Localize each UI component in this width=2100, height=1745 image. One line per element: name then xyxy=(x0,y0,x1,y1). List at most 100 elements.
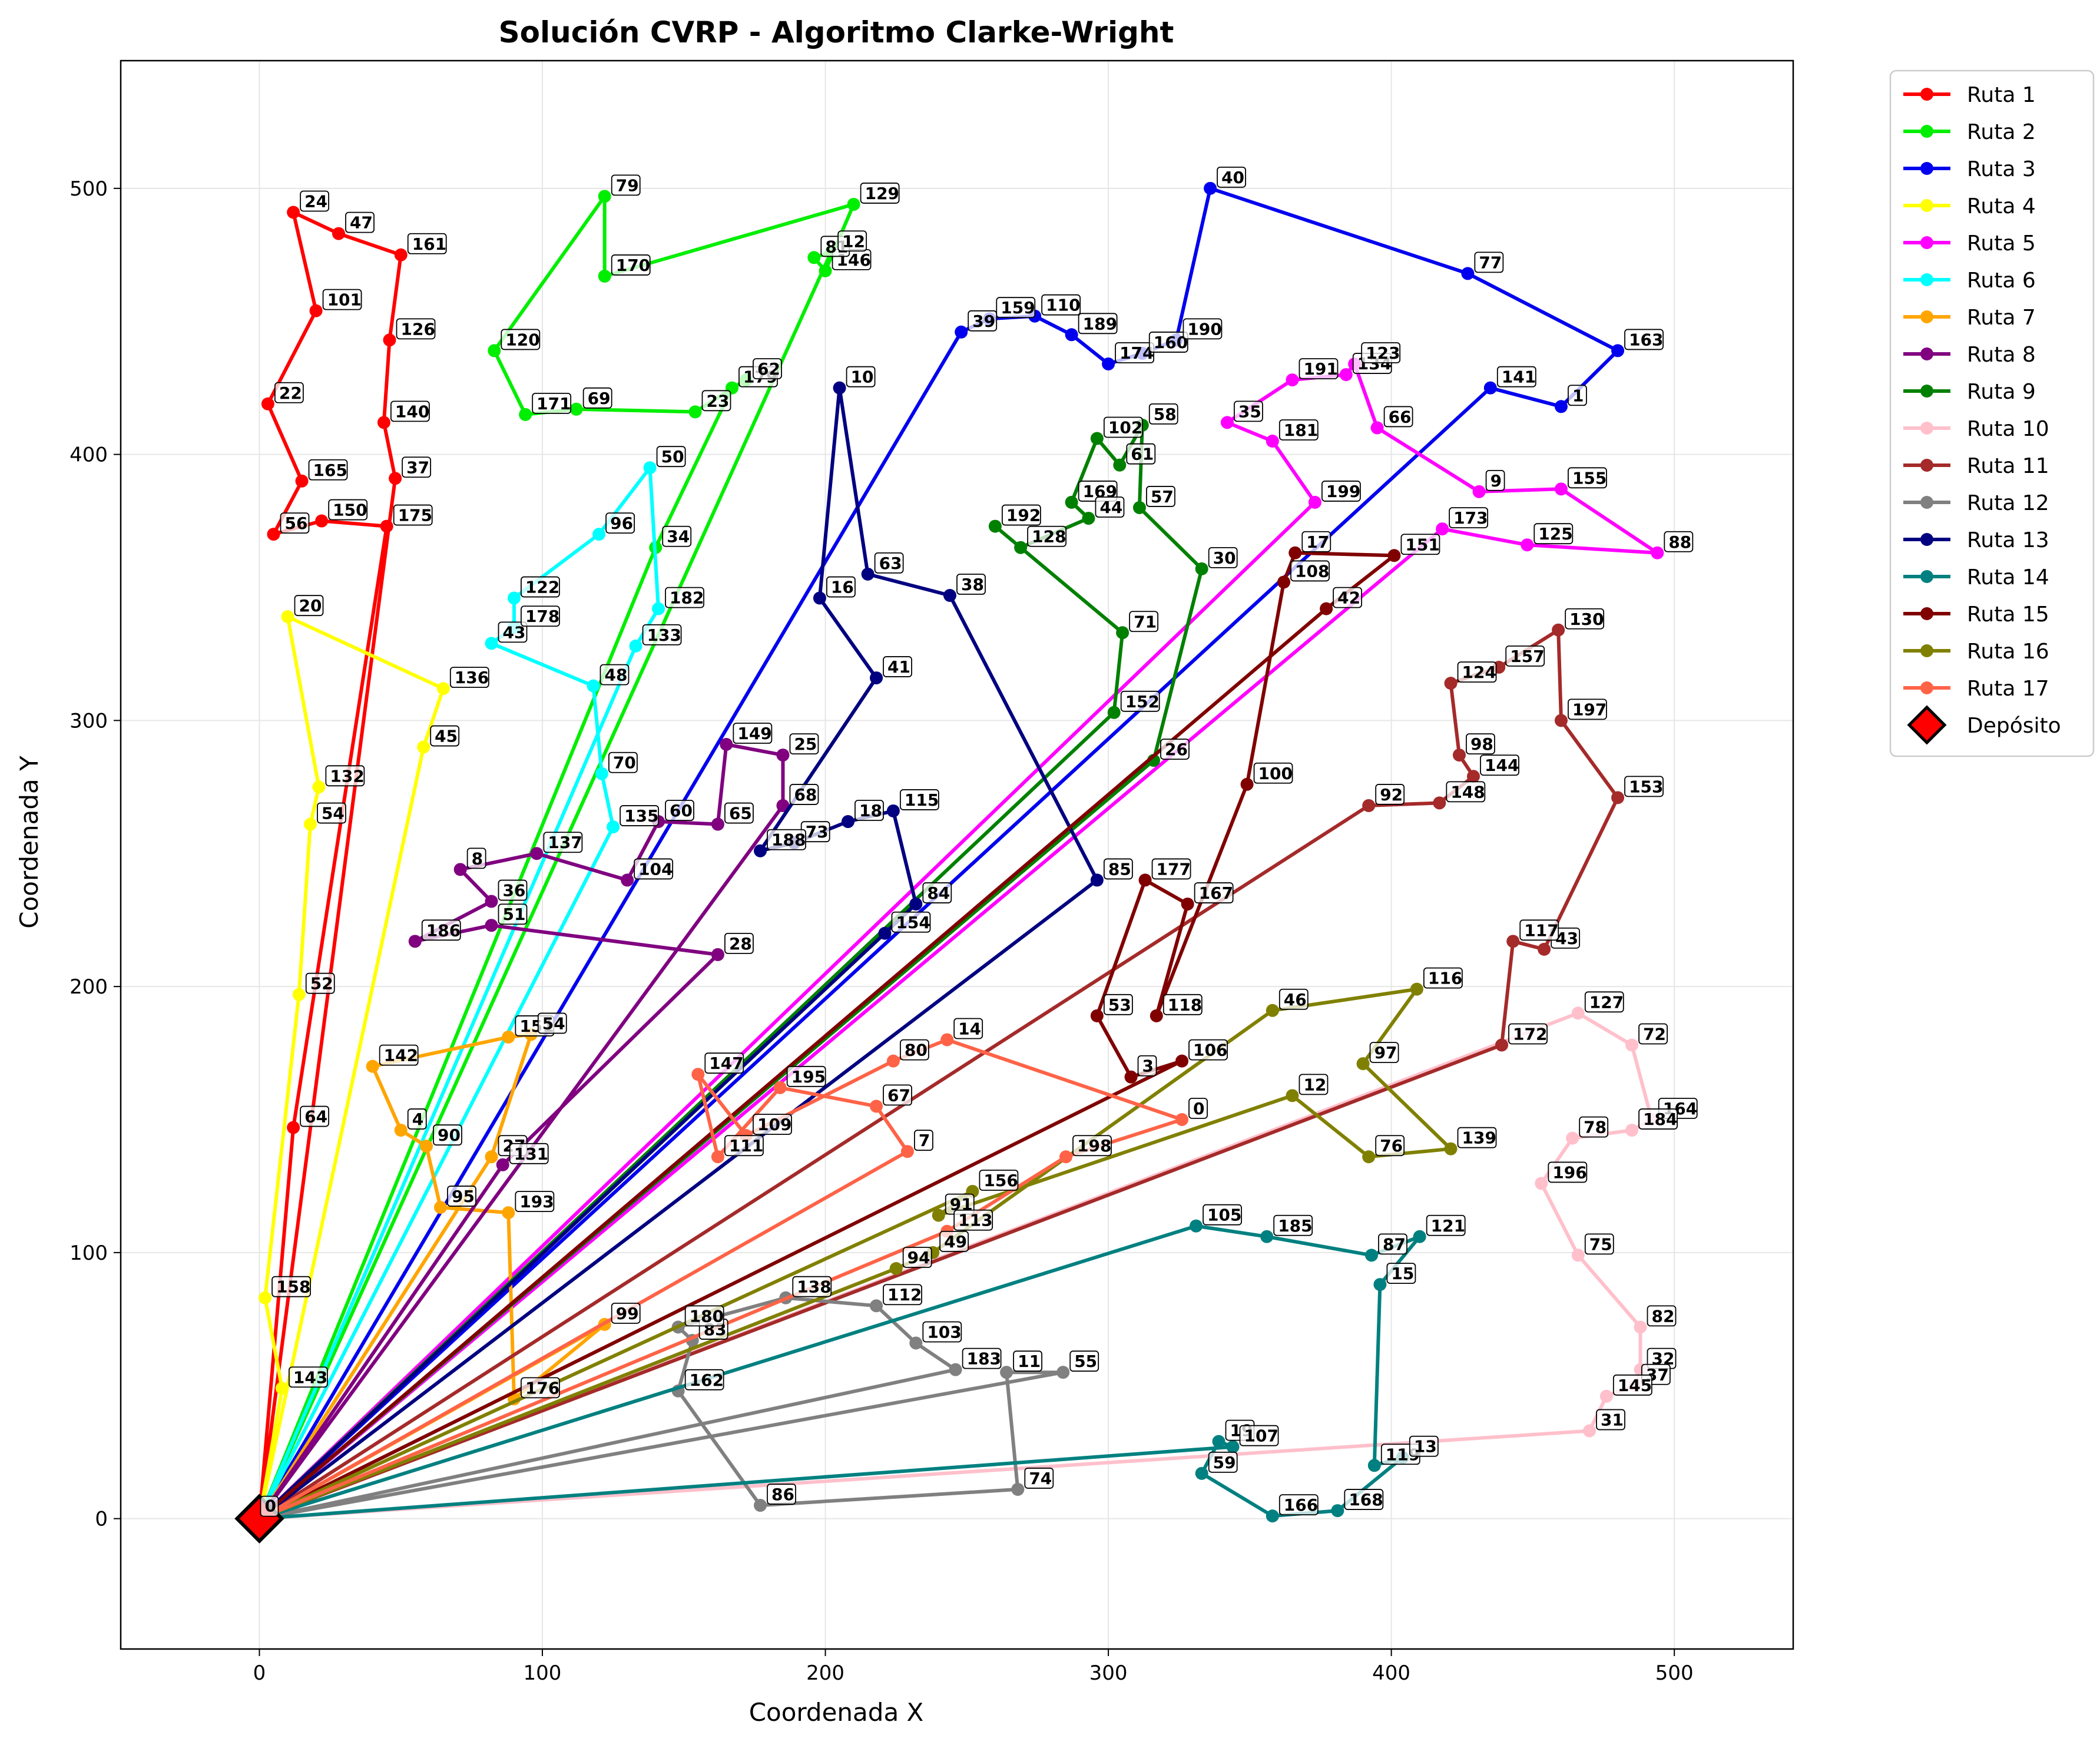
node-label: 47 xyxy=(345,211,375,233)
node-label: 195 xyxy=(786,1065,826,1087)
node-label-box xyxy=(1188,1039,1228,1061)
node-label-box xyxy=(1446,781,1486,803)
node-label: 91 xyxy=(945,1193,975,1215)
route-point xyxy=(870,1100,883,1113)
route-point xyxy=(1571,1006,1585,1020)
route-point xyxy=(287,1121,300,1134)
node-label-text: 96 xyxy=(610,514,633,533)
node-label-text: 15 xyxy=(1391,1264,1414,1283)
node-label-text: 80 xyxy=(905,1041,928,1060)
node-label-box xyxy=(322,289,362,310)
route-point xyxy=(688,405,702,419)
node-label-box xyxy=(393,504,433,526)
node-label: 143 xyxy=(289,1366,328,1388)
node-label-text: 100 xyxy=(1258,764,1293,783)
node-label: 198 xyxy=(1072,1135,1112,1157)
route-point xyxy=(259,1291,272,1304)
node-label-box xyxy=(543,832,583,853)
node-label: 185 xyxy=(1273,1214,1313,1236)
node-label-text: 189 xyxy=(1083,314,1117,333)
node-label-box xyxy=(1485,469,1505,491)
legend-item: Ruta 5 xyxy=(1903,231,2036,256)
route-point xyxy=(1364,1249,1378,1262)
node-label-text: 182 xyxy=(670,588,704,608)
node-label: 171 xyxy=(532,392,572,414)
node-label: 23 xyxy=(701,390,731,412)
node-label-text: 25 xyxy=(794,734,817,754)
node-label: 79 xyxy=(611,174,641,196)
node-label: 111 xyxy=(724,1135,764,1157)
node-label-box xyxy=(956,574,986,595)
y-tick-label: 400 xyxy=(69,443,108,467)
node-label-box xyxy=(953,1209,993,1231)
route-point xyxy=(1495,1038,1509,1052)
node-label: 130 xyxy=(1565,608,1605,630)
legend-item: Ruta 3 xyxy=(1903,157,2036,181)
node-label: 49 xyxy=(939,1230,969,1252)
node-label-box xyxy=(1208,547,1238,568)
node-label-text: 113 xyxy=(958,1211,992,1230)
node-label-text: 152 xyxy=(1125,692,1160,711)
x-tick-label: 0 xyxy=(253,1661,266,1685)
node-label-box xyxy=(979,1170,1019,1191)
node-label-box xyxy=(860,183,900,204)
node-label-box xyxy=(611,174,641,196)
node-label: 190 xyxy=(1183,318,1223,340)
node-label-box xyxy=(665,587,704,608)
node-label-box xyxy=(1638,1108,1678,1130)
node-label-box xyxy=(515,1191,555,1213)
node-label-text: 76 xyxy=(1380,1136,1403,1155)
node-label-box xyxy=(733,723,773,744)
route-point xyxy=(943,589,956,602)
route-point xyxy=(807,251,821,264)
node-label: 62 xyxy=(753,358,782,380)
route-point xyxy=(389,472,402,485)
route-point xyxy=(1320,602,1333,615)
node-label-box xyxy=(1386,1263,1416,1284)
route-point xyxy=(1373,1278,1387,1292)
route-point xyxy=(1266,1004,1279,1017)
route-point xyxy=(607,820,620,834)
node-label-box xyxy=(1183,318,1223,340)
route-point xyxy=(1566,1131,1579,1145)
node-label-text: 143 xyxy=(293,1367,327,1387)
route-point xyxy=(754,844,767,857)
node-label-text: 108 xyxy=(1295,561,1329,581)
route-point xyxy=(988,519,1002,533)
node-label-text: 8 xyxy=(472,849,483,868)
node-label: 76 xyxy=(1375,1135,1405,1157)
node-label-text: 196 xyxy=(1552,1163,1586,1182)
node-label-text: 102 xyxy=(1108,418,1142,437)
node-label: 99 xyxy=(611,1302,641,1324)
legend-item: Ruta 1 xyxy=(1903,83,2036,107)
node-label: 141 xyxy=(1496,366,1536,388)
node-label: 135 xyxy=(620,805,660,826)
route-point xyxy=(1090,1009,1104,1022)
route-point xyxy=(309,304,323,317)
legend-label: Ruta 3 xyxy=(1967,157,2036,181)
node-label: 129 xyxy=(860,183,900,204)
node-label: 42 xyxy=(1333,587,1363,608)
route-point xyxy=(1339,368,1353,382)
node-label: 188 xyxy=(767,829,806,850)
node-label: 158 xyxy=(271,1276,311,1297)
route-ruta-13 xyxy=(257,381,1104,1521)
node-label: 120 xyxy=(501,329,541,350)
node-label: 104 xyxy=(634,858,674,880)
route-point xyxy=(643,461,657,475)
node-label: 90 xyxy=(433,1124,462,1146)
legend: Ruta 1 Ruta 2 Ruta 3 Ruta 4 Ruta 5 Ruta 6 Ruta… xyxy=(1889,69,2095,757)
node-label-text: 17 xyxy=(1306,532,1329,552)
node-label-text: 66 xyxy=(1389,407,1412,426)
node-label-text: 24 xyxy=(304,192,327,211)
node-label-text: 151 xyxy=(1405,535,1439,554)
node-label-box xyxy=(1321,481,1361,502)
node-label: 161 xyxy=(407,233,447,254)
node-label-text: 41 xyxy=(887,657,910,677)
node-label-box xyxy=(608,751,638,773)
route-point xyxy=(1611,344,1625,357)
route-point xyxy=(1483,381,1497,395)
node-label-box xyxy=(1333,587,1363,608)
route-point xyxy=(1554,482,1568,496)
